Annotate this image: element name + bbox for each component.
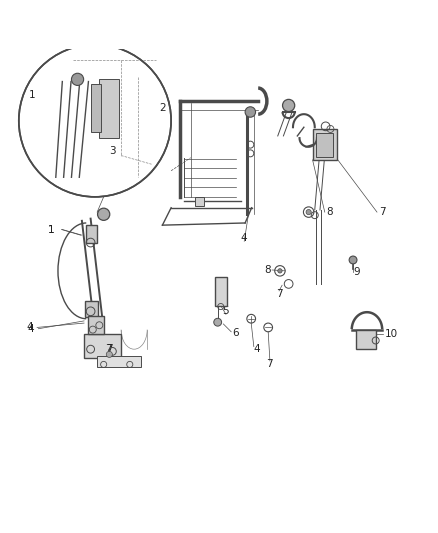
Bar (88, 316, 104, 334)
Circle shape (349, 256, 357, 264)
Circle shape (214, 318, 222, 326)
Text: 8: 8 (265, 265, 271, 275)
Circle shape (245, 107, 255, 117)
Text: 10: 10 (385, 329, 397, 339)
Text: 1: 1 (48, 224, 55, 235)
Text: 9: 9 (353, 267, 360, 277)
Circle shape (306, 209, 311, 215)
Bar (356, 329, 376, 349)
Text: 7: 7 (379, 207, 385, 217)
Text: 1: 1 (48, 224, 55, 235)
Text: 7: 7 (106, 344, 113, 354)
Text: 7: 7 (276, 289, 283, 299)
Text: 4: 4 (254, 344, 260, 354)
Bar (86, 225, 97, 243)
Text: 6: 6 (232, 328, 238, 337)
Text: 4: 4 (28, 324, 34, 334)
Bar (215, 277, 227, 305)
Polygon shape (91, 84, 102, 132)
Circle shape (106, 351, 113, 358)
Text: 3: 3 (109, 146, 116, 156)
Text: 2: 2 (159, 103, 166, 112)
Bar (97, 356, 141, 367)
Circle shape (283, 99, 295, 111)
Bar (85, 301, 98, 317)
Circle shape (98, 208, 110, 220)
Bar (316, 133, 333, 157)
Bar (84, 334, 121, 358)
Text: 4: 4 (26, 322, 33, 333)
Polygon shape (99, 79, 119, 138)
Text: 7: 7 (105, 344, 111, 354)
Text: 5: 5 (223, 306, 229, 316)
Bar (313, 130, 336, 160)
Circle shape (71, 73, 84, 85)
Text: 1: 1 (28, 90, 35, 100)
Text: 7: 7 (267, 359, 273, 368)
Bar (195, 197, 204, 206)
Text: 4: 4 (241, 233, 247, 243)
Circle shape (19, 45, 171, 197)
Text: 8: 8 (327, 207, 333, 217)
Circle shape (278, 269, 282, 273)
